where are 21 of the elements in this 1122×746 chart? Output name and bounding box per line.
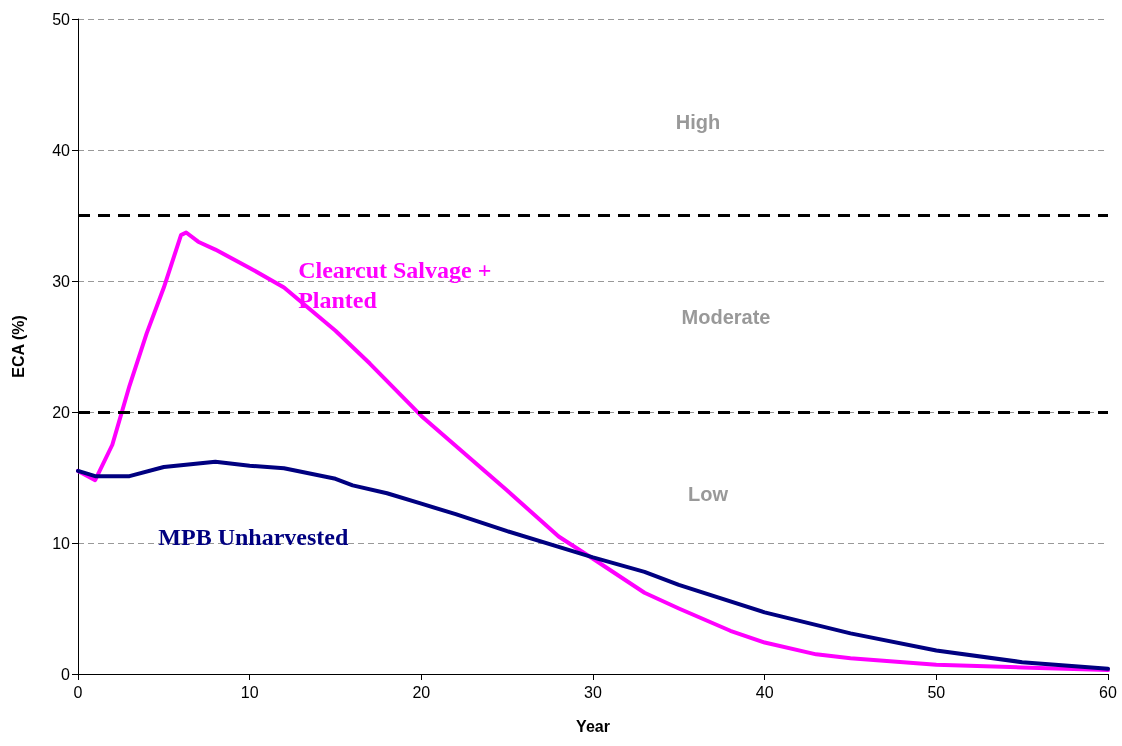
annotation: Moderate [681, 306, 771, 328]
x-tick-label: 20 [412, 683, 431, 701]
x-tick-label: 0 [73, 683, 83, 701]
x-tick-label: 10 [240, 683, 259, 701]
annotation: High [675, 111, 721, 133]
y-tick-label: 40 [52, 141, 71, 159]
y-tick-label: 10 [52, 534, 71, 552]
series-label: MPB Unharvested [158, 523, 349, 550]
y-tick-label: 30 [52, 272, 71, 290]
series-label: Clearcut Salvage + Planted [298, 256, 498, 313]
y-tick-label: 20 [52, 403, 71, 421]
annotation: Low [688, 483, 729, 505]
y-axis-title: ECA (%) [9, 315, 27, 378]
y-tick-label: 0 [61, 665, 71, 683]
x-tick-label: 50 [927, 683, 946, 701]
x-tick-label: 60 [1099, 683, 1117, 701]
x-tick-label: 40 [755, 683, 774, 701]
y-tick-label: 50 [52, 10, 71, 28]
line-series [76, 459, 1110, 671]
x-axis-title: Year [576, 717, 610, 735]
x-tick-label: 30 [584, 683, 602, 701]
